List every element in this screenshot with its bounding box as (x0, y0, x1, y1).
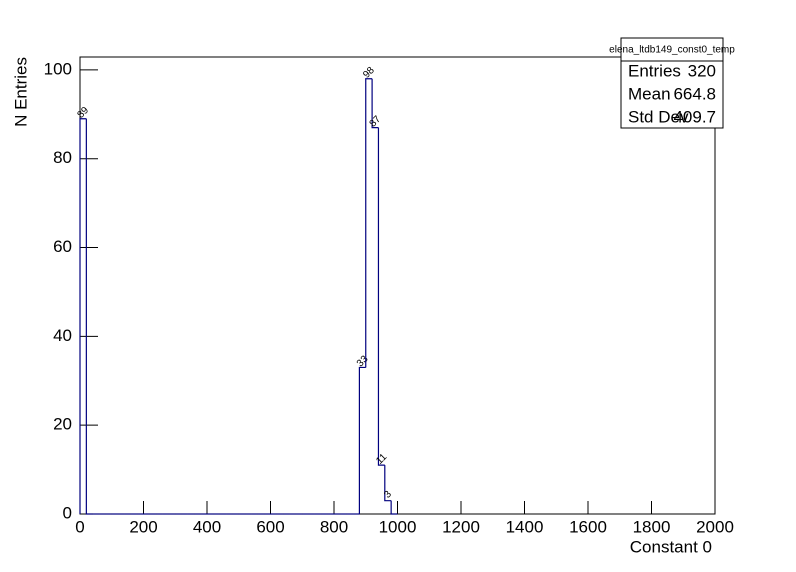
data-label: 87 (368, 114, 384, 130)
stats-box: elena_ltdb149_const0_temp Entries 320 Me… (609, 37, 735, 129)
stats-title: elena_ltdb149_const0_temp (609, 45, 735, 56)
x-tick-label: 0 (75, 517, 84, 536)
stats-key: Std Dev (628, 107, 689, 126)
y-axis-label: N Entries (11, 57, 30, 127)
histogram-bin (365, 78, 373, 368)
histogram-bin (390, 500, 398, 515)
x-tick-label: 1400 (506, 517, 544, 536)
x-tick-label: 200 (129, 517, 157, 536)
y-tick-label: 40 (53, 326, 72, 345)
stats-value: 320 (688, 61, 716, 80)
stats-value: 409.7 (673, 107, 716, 126)
x-tick-label: 1200 (442, 517, 480, 536)
data-label: 98 (361, 65, 377, 81)
plot-frame (79, 56, 716, 515)
y-tick-label: 20 (53, 415, 72, 434)
histogram-bin (85, 118, 93, 515)
histogram-bin (371, 78, 379, 129)
histogram-bin (79, 118, 87, 514)
stats-key: Entries (628, 61, 681, 80)
x-tick-label: 600 (256, 517, 284, 536)
histogram-bin (384, 465, 392, 502)
stats-frame (620, 37, 724, 129)
x-tick-label: 1800 (633, 517, 671, 536)
x-tick-label: 1000 (379, 517, 417, 536)
x-tick-label: 800 (320, 517, 348, 536)
x-tick-label: 2000 (696, 517, 734, 536)
y-tick-label: 0 (63, 503, 72, 522)
x-tick-label: 400 (193, 517, 221, 536)
data-label: 3 (382, 489, 394, 501)
histogram-bin (358, 366, 366, 514)
stats-key: Mean (628, 84, 671, 103)
stats-value: 664.8 (673, 84, 716, 103)
data-label: 89 (75, 105, 91, 121)
histogram-bin (377, 127, 385, 466)
data-label: 11 (374, 451, 389, 466)
x-axis-label: Constant 0 (630, 537, 712, 556)
y-tick-label: 60 (53, 237, 72, 256)
x-tick-label: 1600 (569, 517, 607, 536)
data-label: 33 (355, 353, 371, 369)
y-tick-label: 80 (53, 148, 72, 167)
y-tick-label: 100 (44, 59, 72, 78)
